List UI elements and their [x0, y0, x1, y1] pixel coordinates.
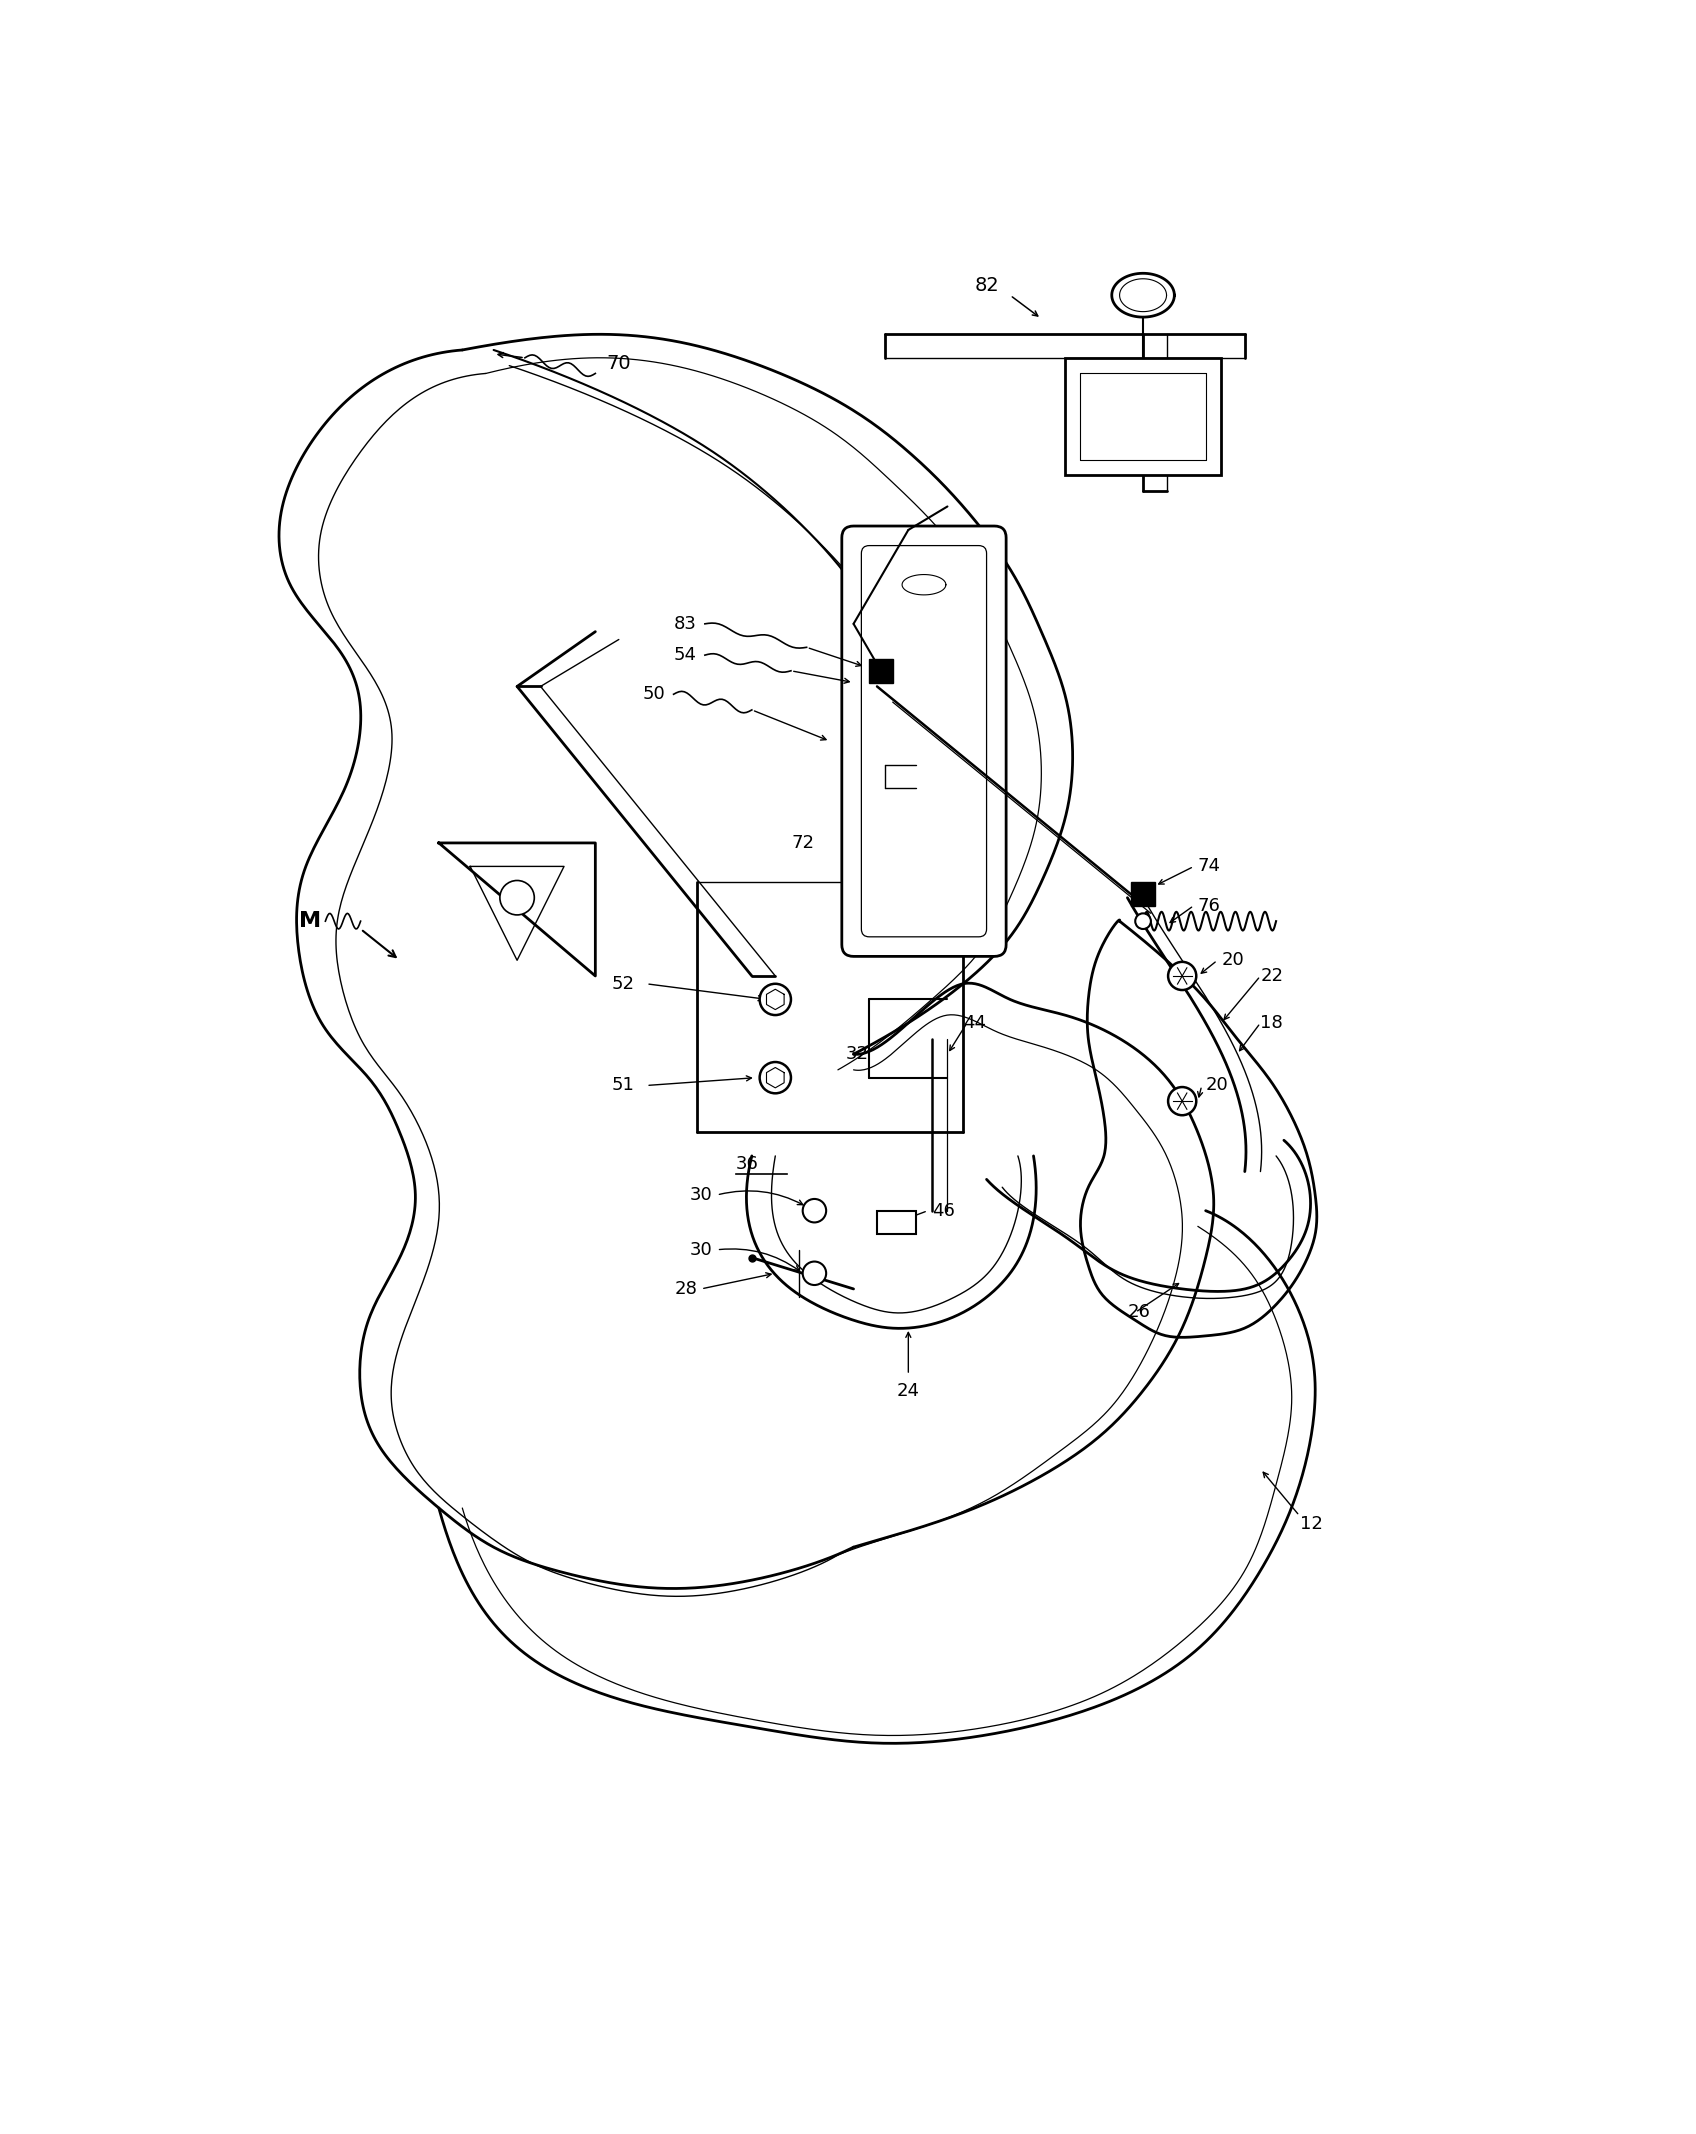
Circle shape	[1169, 962, 1196, 990]
Text: 52: 52	[612, 975, 634, 992]
Text: 76: 76	[1197, 896, 1221, 915]
Text: 74: 74	[1197, 858, 1221, 875]
Text: 28: 28	[675, 1280, 697, 1297]
Text: 24: 24	[897, 1381, 919, 1400]
Circle shape	[500, 881, 534, 915]
Text: 26: 26	[1128, 1304, 1150, 1321]
Text: 32: 32	[846, 1046, 868, 1063]
Text: 20: 20	[1206, 1076, 1228, 1095]
Text: 54: 54	[673, 647, 697, 664]
Text: 36: 36	[736, 1154, 760, 1174]
FancyBboxPatch shape	[862, 546, 987, 937]
Text: 30: 30	[690, 1187, 712, 1204]
Circle shape	[760, 1063, 790, 1093]
Circle shape	[802, 1199, 826, 1223]
Text: 44: 44	[963, 1014, 985, 1033]
Text: 70: 70	[607, 354, 631, 373]
FancyBboxPatch shape	[1065, 359, 1221, 476]
Text: 12: 12	[1299, 1515, 1323, 1532]
Text: 46: 46	[931, 1201, 955, 1221]
Text: 18: 18	[1260, 1014, 1284, 1033]
Circle shape	[1135, 913, 1152, 928]
Text: 83: 83	[675, 615, 697, 634]
Text: 72: 72	[792, 834, 814, 851]
Text: M: M	[300, 911, 322, 930]
Text: 30: 30	[690, 1240, 712, 1259]
Circle shape	[802, 1261, 826, 1285]
Circle shape	[760, 984, 790, 1016]
Circle shape	[1169, 1086, 1196, 1116]
Text: 51: 51	[612, 1076, 634, 1095]
Text: 50: 50	[643, 685, 667, 704]
Polygon shape	[868, 659, 892, 683]
FancyBboxPatch shape	[877, 1210, 916, 1233]
FancyBboxPatch shape	[841, 527, 1006, 956]
Text: 82: 82	[974, 275, 999, 294]
Text: 20: 20	[1221, 952, 1245, 969]
Polygon shape	[1131, 881, 1155, 905]
Text: 22: 22	[1260, 967, 1284, 986]
